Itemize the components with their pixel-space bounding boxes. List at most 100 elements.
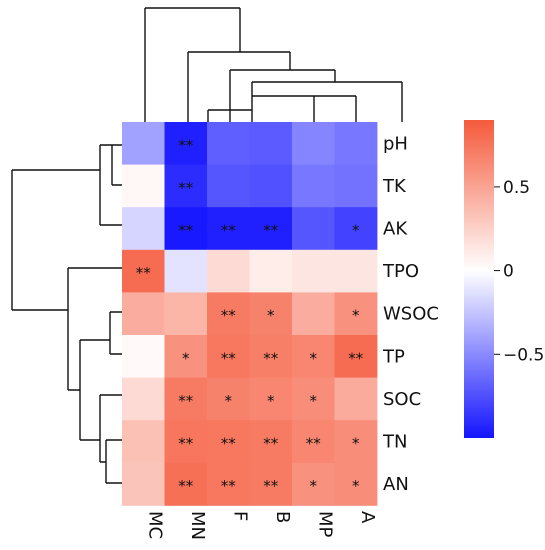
heatmap-cell: [122, 420, 165, 464]
heatmap-cell: [207, 122, 250, 165]
color-scale: 0.5 0 −0.5: [464, 120, 544, 438]
significance-label: **: [221, 307, 237, 325]
heatmap-cell: [292, 122, 335, 165]
significance-label: **: [221, 222, 237, 240]
significance-label: *: [352, 307, 360, 325]
column-label: MC: [144, 511, 165, 539]
heatmap-cell: [164, 420, 208, 464]
heatmap-cell: [292, 249, 335, 293]
color-scale-tick-label: 0: [503, 262, 514, 282]
color-scale-bar: [464, 120, 494, 438]
heatmap-cell: [164, 249, 208, 293]
significance-label: **: [221, 435, 237, 453]
heatmap-cell: [292, 377, 335, 421]
heatmap-cell: [122, 292, 165, 336]
row-label: TN: [382, 432, 407, 453]
significance-label: **: [178, 222, 194, 240]
heatmap-cell: [122, 377, 165, 421]
heatmap-cell: [334, 292, 378, 336]
column-label: B: [272, 511, 293, 523]
significance-label: **: [178, 477, 194, 495]
heatmap-cell: [334, 462, 378, 506]
color-scale-ticks: 0.5 0 −0.5: [494, 178, 544, 365]
column-label: F: [229, 511, 250, 521]
heatmap-cell: [249, 249, 293, 293]
heatmap-cell: [164, 292, 208, 336]
heatmap-cell: [334, 420, 378, 464]
significance-label: **: [178, 136, 194, 154]
heatmap-cell: [334, 335, 378, 378]
row-label: AK: [383, 219, 408, 240]
heatmap-cell: [207, 420, 250, 464]
heatmap-cell: [207, 164, 250, 208]
heatmap-cell: [122, 462, 165, 506]
heatmap-cell: [164, 335, 208, 378]
heatmap-cell: [164, 377, 208, 421]
heatmap-cell: [164, 164, 208, 208]
significance-label: *: [352, 477, 360, 495]
heatmap-cell: [249, 122, 293, 165]
column-label: MP: [314, 511, 335, 538]
significance-label: *: [352, 222, 360, 240]
significance-label: *: [352, 435, 360, 453]
heatmap-cell: [207, 292, 250, 336]
heatmap-cell: [334, 207, 378, 251]
heatmap-cell: [122, 335, 165, 378]
heatmap-cell: [249, 207, 293, 251]
heatmap-cell: [249, 377, 293, 421]
column-label: MN: [187, 511, 208, 540]
row-label: pH: [383, 133, 408, 154]
heatmap-cell: [292, 462, 335, 506]
significance-label: *: [310, 349, 318, 367]
heatmap-cell: [292, 420, 335, 464]
row-label: TP: [382, 346, 405, 367]
heatmap-cell: [249, 164, 293, 208]
heatmap-cell: [292, 164, 335, 208]
color-scale-tick-label: −0.5: [503, 345, 544, 365]
heatmap-cell: [122, 164, 165, 208]
heatmap-cell: [334, 122, 378, 165]
heatmap-cells: ****** ** ** ***** * ** ** ** * **** * * *** ** ** ** **…: [122, 122, 378, 506]
row-label: TPO: [382, 261, 419, 282]
heatmap-cell: [122, 122, 165, 165]
heatmap-cell: [164, 462, 208, 506]
significance-label: *: [225, 392, 233, 410]
heatmap-cell: [249, 462, 293, 506]
row-label: SOC: [383, 389, 421, 410]
significance-label: *: [310, 392, 318, 410]
heatmap-cell: [292, 292, 335, 336]
row-dendrogram: [11, 144, 122, 484]
heatmap-cell: [207, 207, 250, 251]
significance-label: **: [348, 349, 364, 367]
significance-label: **: [263, 349, 279, 367]
column-label: A: [357, 511, 378, 524]
significance-label: **: [221, 349, 237, 367]
heatmap-cell: [292, 335, 335, 378]
significance-label: **: [263, 477, 279, 495]
row-labels: pH TK AK TPO WSOC TP SOC TN AN: [382, 133, 439, 495]
heatmap-cell: [249, 292, 293, 336]
heatmap-cell: [207, 462, 250, 506]
heatmap-cell: [334, 164, 378, 208]
heatmap-cell: [249, 420, 293, 464]
heatmap-cell: [334, 377, 378, 421]
significance-label: **: [178, 179, 194, 197]
column-dendrogram: [144, 7, 403, 122]
column-labels: MC MN F B MP A: [144, 511, 377, 540]
heatmap-cell: [334, 249, 378, 293]
heatmap-cell: [164, 207, 208, 251]
significance-label: **: [263, 435, 279, 453]
row-label: TK: [382, 176, 407, 197]
significance-label: *: [310, 477, 318, 495]
heatmap-cell: [207, 335, 250, 378]
significance-label: **: [306, 435, 322, 453]
heatmap-cell: [122, 249, 165, 293]
heatmap-cell: [207, 249, 250, 293]
row-label: AN: [383, 474, 409, 495]
heatmap-cell: [292, 207, 335, 251]
significance-label: *: [267, 307, 275, 325]
color-scale-tick-label: 0.5: [503, 178, 530, 198]
heatmap-cell: [122, 207, 165, 251]
significance-label: **: [136, 264, 152, 282]
